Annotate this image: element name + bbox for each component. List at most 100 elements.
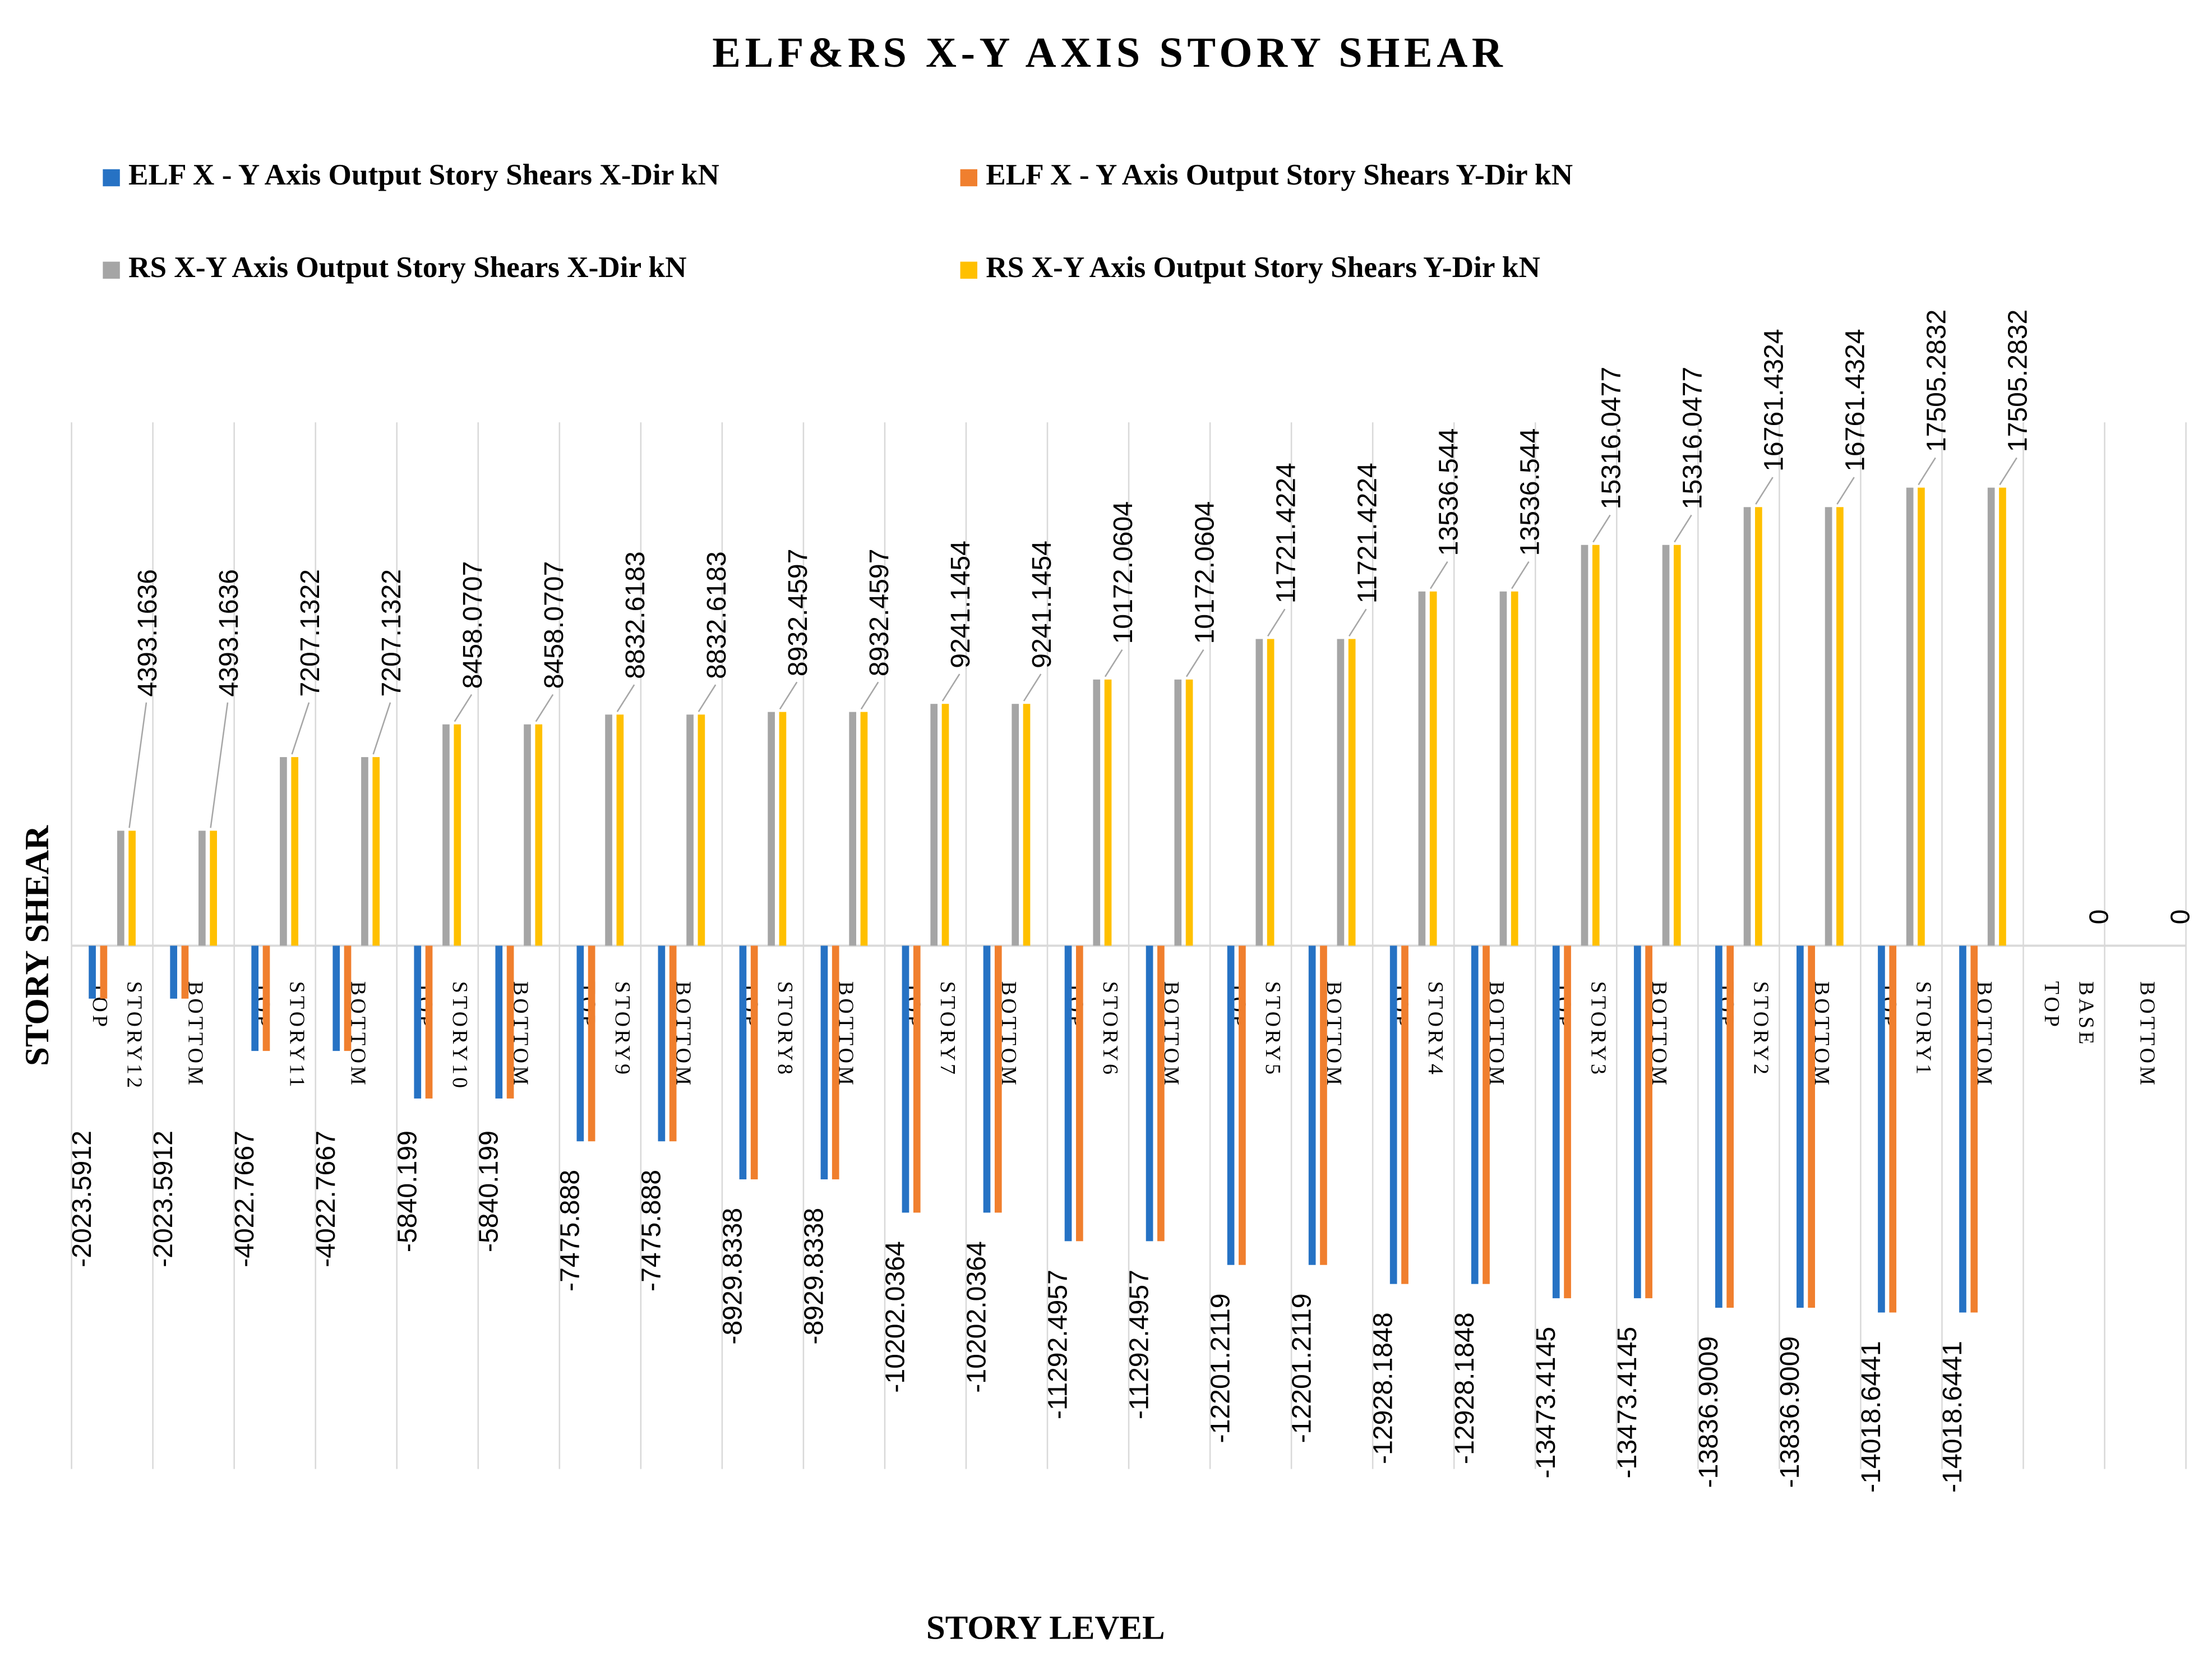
- x-group-label: STORY2: [1749, 981, 1772, 1077]
- data-label: 4393.1636: [132, 569, 163, 697]
- data-label: 17505.2832: [2003, 310, 2033, 453]
- bar: [1511, 591, 1518, 946]
- bar: [698, 714, 705, 946]
- bar: [495, 945, 503, 1099]
- leader-line: [1104, 649, 1123, 677]
- data-label: -4022.7667: [311, 1131, 341, 1267]
- data-label: 8458.0707: [539, 561, 569, 689]
- bar: [1483, 945, 1490, 1284]
- data-label: -2023.5912: [67, 1131, 97, 1267]
- legend-label: RS X-Y Axis Output Story Shears Y-Dir kN: [986, 251, 1540, 284]
- bar: [1308, 945, 1316, 1265]
- data-label: 15316.0477: [1596, 367, 1626, 510]
- bar: [849, 712, 857, 946]
- leader-line: [616, 684, 635, 712]
- data-label: 0: [2084, 910, 2114, 925]
- data-label: 17505.2832: [1922, 310, 1952, 453]
- bar: [1645, 945, 1652, 1299]
- bar: [1878, 945, 1885, 1313]
- bar: [1581, 545, 1588, 946]
- data-label: -13836.9009: [1693, 1336, 1724, 1488]
- bar: [779, 712, 787, 946]
- bar: [686, 714, 694, 946]
- bar: [1255, 639, 1263, 946]
- bar: [1673, 545, 1681, 946]
- x-tick-label: BOTTOM: [183, 981, 207, 1088]
- x-group-label: STORY12: [123, 981, 146, 1091]
- bar: [524, 724, 531, 946]
- bar: [1662, 545, 1670, 946]
- leader-line: [1267, 608, 1286, 637]
- bar: [832, 945, 839, 1180]
- bar: [1267, 639, 1274, 946]
- bar: [128, 830, 136, 946]
- leader-line: [1674, 514, 1692, 543]
- x-tick-label: TOP: [2040, 981, 2063, 1030]
- bar: [535, 724, 543, 946]
- bar: [89, 945, 96, 999]
- data-label: 13536.544: [1514, 428, 1545, 556]
- legend-label: ELF X - Y Axis Output Story Shears X-Dir…: [128, 158, 719, 191]
- data-label: -12928.1848: [1449, 1312, 1480, 1464]
- bar: [198, 830, 206, 946]
- data-label: 10172.0604: [1108, 501, 1138, 644]
- data-label: 8458.0707: [458, 561, 488, 689]
- data-label: -14018.6441: [1937, 1341, 1968, 1493]
- bar: [1755, 507, 1762, 946]
- bar: [820, 945, 828, 1180]
- bar: [860, 712, 868, 946]
- x-group-label: STORY10: [448, 981, 472, 1091]
- bar: [669, 945, 677, 1142]
- x-group-label: STORY11: [285, 981, 309, 1090]
- data-label: -14018.6441: [1856, 1341, 1886, 1493]
- bar: [506, 945, 514, 1099]
- data-label: -10202.0364: [880, 1241, 910, 1393]
- data-label: 8932.4597: [783, 548, 813, 676]
- x-group-label: STORY7: [936, 981, 959, 1077]
- bar: [361, 757, 368, 946]
- bar: [1348, 639, 1356, 946]
- bar: [576, 945, 584, 1142]
- legend-swatch: [960, 169, 977, 187]
- bar: [913, 945, 921, 1213]
- data-label: -8929.8338: [798, 1208, 829, 1345]
- leader-line: [941, 673, 960, 702]
- bar: [1987, 487, 1995, 946]
- data-label: 8832.6183: [620, 551, 650, 679]
- bar: [1471, 945, 1479, 1284]
- bar: [994, 945, 1002, 1213]
- bar: [1418, 591, 1426, 946]
- x-group-label: STORY5: [1261, 981, 1285, 1077]
- data-label: -12928.1848: [1368, 1312, 1398, 1464]
- bar: [425, 945, 433, 1099]
- data-label: 15316.0477: [1677, 367, 1707, 510]
- bar: [750, 945, 758, 1180]
- leader-line: [1836, 477, 1855, 505]
- bar: [1320, 945, 1327, 1265]
- data-label: -12201.2119: [1206, 1293, 1236, 1443]
- bar: [1023, 704, 1031, 946]
- bar: [616, 714, 624, 946]
- x-axis-title: STORY LEVEL: [926, 1609, 1165, 1647]
- bar: [941, 704, 949, 946]
- bar: [1970, 945, 1978, 1313]
- leader-line: [1592, 514, 1611, 543]
- bar: [1093, 679, 1101, 946]
- bar: [1012, 704, 1019, 946]
- bar: [902, 945, 909, 1213]
- bar: [181, 945, 189, 999]
- bar: [1174, 679, 1182, 946]
- bar: [1918, 487, 1925, 946]
- leader-line: [291, 702, 310, 755]
- bar: [1185, 679, 1193, 946]
- bar: [930, 704, 938, 946]
- bar: [1797, 945, 1804, 1308]
- bar: [1633, 945, 1641, 1299]
- data-label: 16761.4324: [1759, 329, 1789, 472]
- bar: [1743, 507, 1751, 946]
- bar: [1564, 945, 1571, 1299]
- bar: [1146, 945, 1153, 1242]
- data-label: 0: [2165, 910, 2196, 925]
- data-label: -13473.4145: [1612, 1327, 1642, 1479]
- bar: [442, 724, 450, 946]
